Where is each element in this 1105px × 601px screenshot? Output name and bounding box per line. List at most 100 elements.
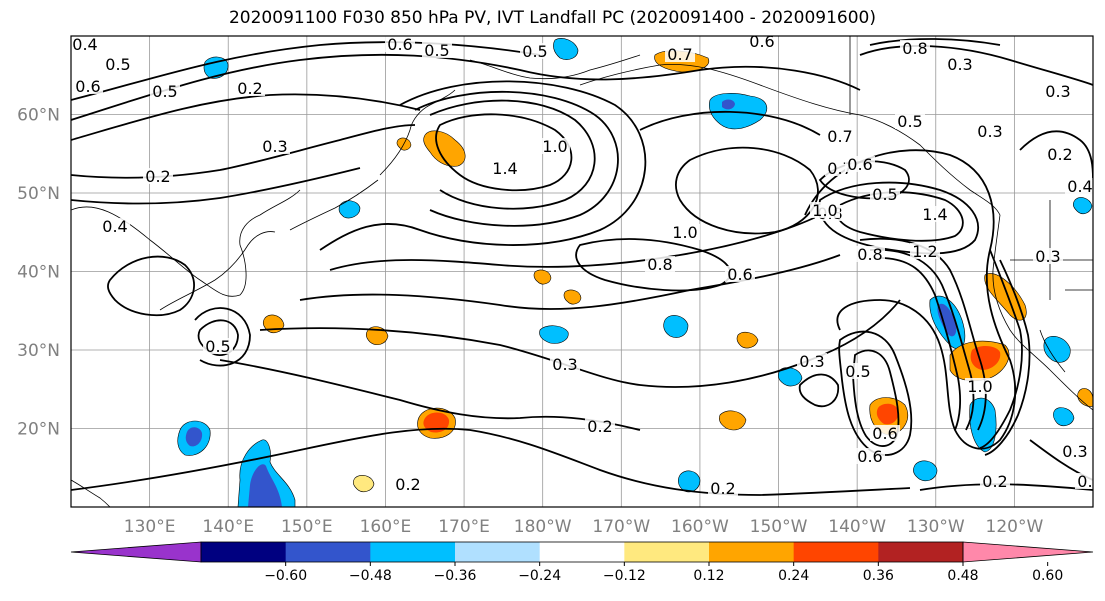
longitude-label: 140°W [828,517,886,537]
pos-blob-core [876,403,899,425]
longitude-label: 170°W [592,517,650,537]
contour-line [869,38,1001,46]
contour-label-background [1043,83,1073,99]
contour-label-background [708,480,738,496]
neg-blob [1052,407,1075,427]
contour-label-background [150,83,180,99]
contour-label: 0.3 [1035,247,1060,266]
longitude-label: 150°W [750,517,808,537]
contour-line [107,255,195,317]
colorbar-tick-label: −0.48 [349,568,392,584]
contour-label: 0.6 [847,155,872,174]
contour-line [675,146,819,235]
latitude-label: 20°N [17,420,60,440]
contour-line [71,427,911,496]
contour-label: 1.0 [967,377,992,396]
neg-blob-core [937,303,957,337]
contour-label: 0.5 [152,82,177,101]
contour-label: 0.8 [647,255,672,274]
contour-label-background [870,425,900,441]
colorbar-segment [624,542,710,562]
neg-blob [1043,335,1071,363]
contour-label: 0.8 [857,245,882,264]
contour-label-background [725,266,755,282]
coast-philippines [71,479,111,507]
coastline-asia [71,189,301,297]
contour-label: 0.2 [710,479,735,498]
contour-label-background [825,128,855,144]
positive-shading [262,50,1093,493]
contour-label: 1.2 [912,242,937,261]
contour-label-background [1045,146,1075,162]
coastline-japan [159,231,276,311]
contour-label-background [945,56,975,72]
longitude-label: 130°E [124,517,176,537]
contour-label: 0.3 [1062,442,1087,461]
contour-line [71,41,541,101]
map-border [70,35,1094,508]
contour-line [71,93,421,141]
neg-blob [913,460,938,482]
contour-label: 0.4 [102,217,127,236]
contour-label: 0.5 [845,362,870,381]
contour-label: 0.3 [799,352,824,371]
contour-label-background [71,36,100,52]
contour-label: 1.0 [672,223,697,242]
neg-blob-core [722,99,735,110]
contour-label: 1.0 [542,137,567,156]
contour-label: 1.0 [812,201,837,220]
colorbar-segment [793,542,879,562]
pos-blob [352,475,375,493]
contour-line [838,330,913,456]
colorbar: −0.60 −0.48 −0.36 −0.24 −0.12 0.12 0.24 0.36 0.4… [70,541,1094,584]
contour-line [414,90,619,227]
latitude-label: 30°N [17,341,60,361]
contour-label-background [910,243,940,259]
contour-line [984,259,1031,456]
longitude-label: 120°W [986,517,1044,537]
colorbar-tick-label: 0.36 [863,568,894,584]
pos-blob [718,410,747,431]
colorbar-extend-max [962,541,1094,563]
contour-label-background [855,246,885,262]
coastline-kamchatka [379,89,456,176]
neg-blob-core [185,427,203,447]
contour-label: 0.5 [522,42,547,61]
contour-label: 1.4 [922,205,947,224]
pos-blob [1077,388,1093,407]
contour-label: 0.2 [982,472,1007,491]
contour-label: 1.4 [492,159,517,178]
contour-label: 0.2 [587,417,612,436]
contour-label: 0.6 [749,32,774,51]
latitude-label: 50°N [17,184,60,204]
longitude-label: 170°E [438,517,490,537]
longitude-label: 160°W [671,517,729,537]
contour-line [435,113,573,192]
contour-line [299,254,841,310]
longitude-label: 160°E [360,517,412,537]
contour-label-background [900,40,930,56]
contour-line [71,167,361,205]
latitude-label: 60°N [17,106,60,126]
contour-label-background [1033,248,1063,264]
contour-label-background [797,353,827,369]
contour-label: 0.3 [552,355,577,374]
latitude-label: 40°N [17,263,60,283]
contour-label-background [975,123,1005,139]
contour-label-background [422,42,452,58]
contour-label-background [1060,443,1090,459]
colorbar-tick-label: 0.60 [1032,568,1063,584]
contour-label-background [550,356,580,372]
contour-label-background [920,206,950,222]
colorbar-segment [285,542,371,562]
colorbar-tick-label: −0.24 [518,568,561,584]
contour-label-background [260,138,290,154]
contour-label-background [870,186,900,202]
contour-label: 0.6 [872,424,897,443]
contour-label: 0.3 [947,55,972,74]
colorbar-segment [539,542,625,562]
colorbar-tick-label: −0.36 [434,568,477,584]
longitude-label: 140°E [202,517,254,537]
neg-blob-core [248,464,282,507]
contour-label-background [845,156,875,172]
